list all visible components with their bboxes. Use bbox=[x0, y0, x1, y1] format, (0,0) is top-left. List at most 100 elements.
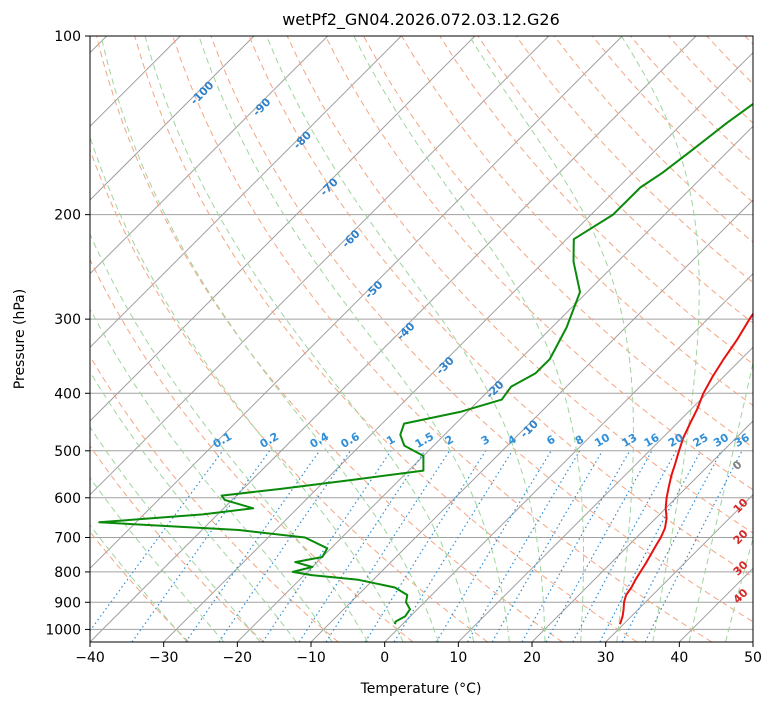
dry-adiabat-line bbox=[706, 36, 753, 85]
y-tick-label: 700 bbox=[54, 531, 81, 547]
dry-adiabat-line bbox=[324, 36, 753, 491]
dry-adiabat-label: -70 bbox=[318, 175, 341, 198]
isotherm-line bbox=[90, 36, 402, 349]
y-tick-label: 800 bbox=[54, 565, 81, 581]
y-tick-label: 200 bbox=[54, 208, 81, 224]
moist-adiabat-line bbox=[468, 36, 634, 642]
y-tick-label: 300 bbox=[54, 312, 81, 328]
mixing-ratio-label: 0.2 bbox=[258, 430, 281, 451]
dry-adiabat-label: -80 bbox=[291, 128, 314, 151]
dry-adiabat-line bbox=[553, 36, 753, 243]
dry-adiabat-label: -10 bbox=[518, 417, 541, 440]
mixing-ratio-line bbox=[644, 450, 743, 642]
isotherm-line bbox=[90, 36, 255, 201]
y-tick-label: 1000 bbox=[45, 622, 81, 638]
chart-title: wetPf2_GN04.2026.072.03.12.G26 bbox=[282, 10, 560, 30]
isotherm-line bbox=[163, 51, 753, 642]
mixing-ratio-label: 16 bbox=[642, 431, 662, 450]
dry-adiabat-line bbox=[90, 445, 264, 642]
dry-adiabat-line bbox=[90, 258, 414, 642]
x-tick-label: −40 bbox=[75, 650, 105, 666]
moist-adiabat-line bbox=[90, 370, 297, 642]
moist-adiabat-line bbox=[90, 135, 404, 642]
isotherm-line bbox=[752, 641, 753, 642]
dry-adiabat-label: -40 bbox=[394, 319, 417, 342]
mixing-ratio-line bbox=[262, 450, 392, 642]
moist-adiabat-line bbox=[100, 36, 439, 642]
mixing-ratio-label: 0.4 bbox=[308, 430, 332, 451]
dry-adiabat-line bbox=[96, 36, 563, 642]
mixing-ratio-label: 0.1 bbox=[211, 430, 234, 451]
x-tick-label: 20 bbox=[523, 650, 541, 666]
dry-adiabat-line bbox=[210, 36, 753, 623]
y-tick-label: 900 bbox=[54, 595, 81, 611]
temperature-line bbox=[618, 312, 753, 625]
isotherm-line bbox=[90, 36, 329, 275]
mixing-ratio-line bbox=[298, 450, 426, 642]
dry-adiabat-line bbox=[90, 148, 488, 642]
isotherm-line bbox=[90, 36, 476, 422]
moist-adiabat-line bbox=[90, 232, 369, 642]
mixing-ratio-line bbox=[435, 450, 552, 642]
mixing-ratio-label: 30 bbox=[711, 431, 731, 450]
mixing-ratio-label: 25 bbox=[691, 431, 711, 450]
mixing-ratio-line bbox=[364, 450, 487, 642]
mixing-ratio-label: 10 bbox=[592, 431, 612, 450]
moist-adiabat-line bbox=[353, 36, 584, 642]
dry-adiabat-line bbox=[439, 36, 753, 365]
isotherm-line bbox=[310, 199, 753, 642]
moist-adiabat-line bbox=[620, 36, 700, 642]
y-tick-label: 600 bbox=[54, 491, 81, 507]
x-tick-label: 50 bbox=[744, 650, 762, 666]
mixing-ratio-line bbox=[572, 450, 677, 642]
mixing-ratio-label: 13 bbox=[620, 431, 640, 450]
mixing-ratio-label: 3 bbox=[479, 433, 492, 448]
mixing-ratio-line bbox=[218, 450, 351, 642]
y-axis-label: Pressure (hPa) bbox=[12, 289, 28, 389]
moist-adiabat-line bbox=[90, 524, 188, 642]
isotherm-line bbox=[90, 36, 623, 570]
x-tick-label: 40 bbox=[670, 650, 688, 666]
x-tick-label: −20 bbox=[223, 650, 253, 666]
mixing-ratio-label: 20 bbox=[666, 431, 686, 450]
moist-adiabat-label: 10 bbox=[731, 496, 751, 516]
mixing-ratio-label: 6 bbox=[544, 433, 557, 448]
mixing-ratio-label: 36 bbox=[732, 431, 752, 450]
dry-adiabat-line bbox=[477, 36, 753, 324]
moist-adiabat-label: 30 bbox=[731, 558, 751, 578]
mixing-ratio-line bbox=[131, 450, 271, 642]
dry-adiabat-line bbox=[90, 355, 339, 642]
mixing-ratio-label: 2 bbox=[443, 433, 456, 448]
y-tick-label: 500 bbox=[54, 444, 81, 460]
plot-frame bbox=[89, 35, 754, 643]
mixing-ratio-line bbox=[90, 450, 224, 632]
mixing-ratio-line bbox=[393, 450, 513, 642]
isotherm-line bbox=[678, 567, 753, 642]
x-tick-label: −10 bbox=[296, 650, 326, 666]
moist-adiabat-line bbox=[90, 426, 261, 642]
moist-adiabat-line bbox=[688, 360, 753, 642]
isotherm-line bbox=[384, 272, 753, 642]
mixing-ratio-label: 8 bbox=[573, 433, 586, 448]
mixing-ratio-line bbox=[599, 450, 702, 642]
dry-adiabat-line bbox=[172, 36, 712, 642]
y-tick-label: 400 bbox=[54, 386, 81, 402]
isotherm-line bbox=[236, 125, 753, 642]
y-tick-label: 100 bbox=[54, 29, 81, 45]
dry-adiabat-line bbox=[90, 530, 190, 642]
dry-adiabat-line bbox=[248, 36, 753, 578]
dry-adiabat-line bbox=[515, 36, 753, 284]
dry-adiabat-line bbox=[286, 36, 753, 534]
moist-adiabat-line bbox=[198, 36, 510, 642]
dry-adiabat-line bbox=[134, 36, 638, 642]
dry-adiabat-label: -100 bbox=[188, 79, 217, 108]
x-axis-label: Temperature (°C) bbox=[360, 681, 482, 697]
mixing-ratio-line bbox=[466, 450, 581, 642]
x-tick-label: 10 bbox=[449, 650, 467, 666]
moist-adiabat-line bbox=[90, 307, 333, 642]
dry-adiabat-label: -90 bbox=[250, 95, 273, 118]
dry-adiabat-label: -60 bbox=[339, 227, 362, 250]
x-tick-label: −30 bbox=[149, 650, 179, 666]
x-tick-label: 0 bbox=[380, 650, 389, 666]
